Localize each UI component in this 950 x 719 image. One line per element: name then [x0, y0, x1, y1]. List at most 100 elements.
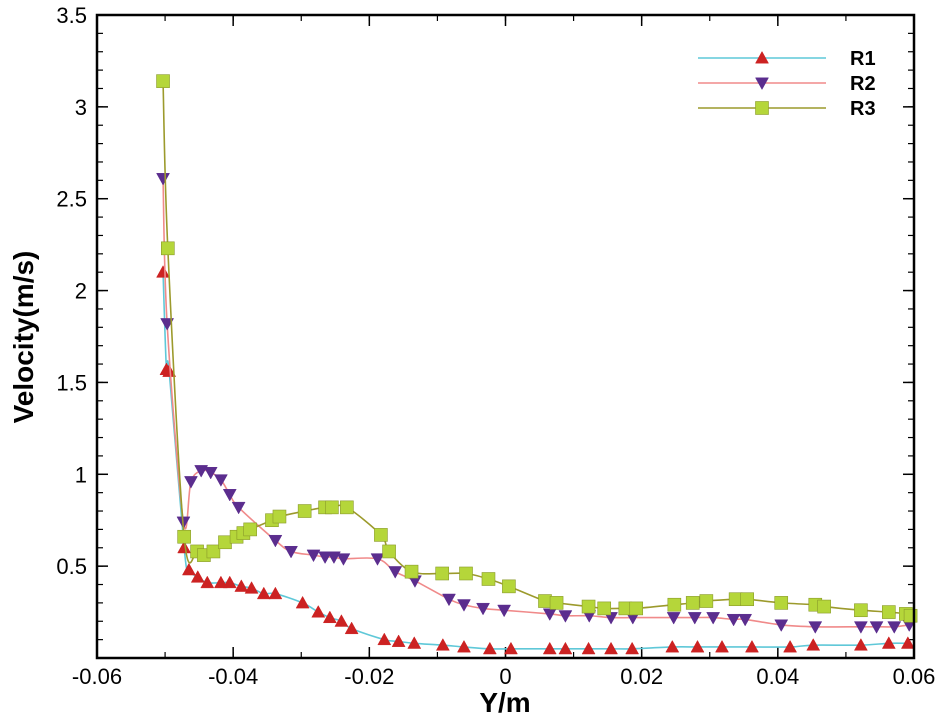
data-point-r2: [774, 619, 789, 632]
data-point-r2: [184, 476, 198, 489]
data-point-r2: [666, 612, 681, 625]
data-point-r2: [558, 610, 573, 623]
data-point-r3: [218, 535, 232, 550]
data-point-r1: [391, 634, 406, 647]
data-point-r1: [377, 632, 392, 646]
data-point-r2: [306, 549, 321, 563]
data-point-r1: [156, 265, 170, 278]
legend-marker: [755, 50, 769, 64]
data-point-r3: [882, 605, 896, 619]
y-tick-label: 0.5: [56, 554, 87, 579]
data-point-r3: [272, 509, 287, 524]
data-point-r2: [476, 602, 490, 616]
data-point-r2: [887, 621, 902, 634]
series-r1: [156, 265, 915, 655]
data-point-r1: [604, 641, 618, 655]
data-point-r1: [625, 641, 640, 655]
data-point-r1: [690, 639, 705, 653]
x-tick-label: -0.06: [72, 664, 122, 689]
data-point-r2: [370, 553, 385, 566]
data-point-r3: [374, 528, 388, 542]
data-point-r3: [459, 566, 473, 581]
data-point-r2: [231, 501, 246, 515]
data-point-r1: [435, 638, 450, 651]
data-point-r1: [162, 364, 177, 377]
data-point-r2: [687, 612, 702, 625]
data-point-r2: [284, 545, 298, 559]
data-point-r3: [667, 597, 682, 612]
x-tick-label: -0.04: [208, 664, 258, 689]
data-point-r3: [728, 592, 743, 607]
data-point-r2: [604, 612, 618, 625]
data-point-r2: [222, 489, 237, 502]
data-point-r1: [853, 638, 868, 651]
data-point-r2: [388, 566, 403, 579]
data-point-r1: [407, 636, 422, 649]
data-point-r2: [808, 621, 823, 634]
data-point-r3: [325, 500, 339, 515]
data-point-r1: [806, 638, 821, 651]
legend-label: R3: [850, 98, 876, 120]
data-point-r1: [311, 605, 326, 618]
x-tick-label: 0.06: [893, 664, 936, 689]
data-point-r1: [222, 575, 237, 589]
plot-frame: [95, 13, 916, 660]
legend-label: R1: [850, 48, 876, 70]
y-tick-label: 1.5: [56, 370, 87, 395]
data-point-r1: [295, 595, 310, 609]
data-point-r1: [213, 575, 228, 589]
data-point-r2: [726, 613, 741, 627]
data-point-r3: [699, 594, 714, 608]
data-point-r3: [340, 500, 354, 515]
data-point-r3: [435, 566, 449, 581]
data-point-r1: [542, 641, 557, 655]
data-point-r1: [558, 641, 573, 655]
series-layer: [156, 74, 918, 655]
data-point-r2: [869, 621, 884, 634]
series-r3: [156, 74, 918, 623]
x-tick-label: 0.04: [756, 664, 799, 689]
x-tick-label: 0: [499, 664, 511, 689]
data-point-r1: [234, 579, 249, 592]
data-point-r1: [344, 621, 359, 635]
data-point-r3: [206, 544, 221, 559]
x-axis-title: Y/m: [479, 687, 530, 718]
data-point-r1: [745, 639, 759, 653]
data-point-r2: [318, 551, 333, 564]
data-point-r1: [715, 639, 729, 653]
data-point-r3: [502, 579, 516, 594]
data-point-r1: [268, 586, 283, 600]
data-point-r3: [685, 596, 700, 610]
data-point-r1: [457, 639, 471, 653]
data-point-r1: [504, 641, 518, 655]
data-point-r1: [482, 641, 497, 655]
data-point-r1: [200, 575, 215, 589]
data-point-r3: [774, 596, 789, 610]
data-point-r2: [160, 318, 175, 331]
series-line-r2: [162, 178, 910, 628]
legend-item-r1: R1: [698, 48, 876, 70]
data-point-r2: [213, 474, 228, 487]
data-point-r3: [297, 504, 312, 518]
legend-label: R2: [850, 73, 876, 95]
data-point-r2: [156, 173, 170, 186]
data-point-r1: [181, 562, 196, 576]
data-point-r3: [382, 544, 396, 559]
data-point-r3: [243, 522, 257, 537]
data-point-r2: [542, 608, 557, 621]
data-point-r2: [706, 612, 721, 625]
data-point-r2: [738, 613, 753, 627]
data-point-r1: [322, 610, 337, 624]
data-point-r2: [336, 553, 351, 566]
data-point-r2: [327, 551, 341, 564]
x-tick-label: 0.02: [620, 664, 663, 689]
data-point-r3: [597, 601, 612, 616]
data-point-r3: [629, 601, 644, 616]
label-layer: -0.06 -0.04 -0.02 0 0.02 0.04 0.06 0.5 1 1.5 2 2.5 3…: [56, 3, 935, 689]
data-point-r3: [481, 572, 496, 586]
legend-item-r3: R3: [698, 98, 876, 120]
data-point-r1: [177, 540, 192, 554]
data-point-r3: [177, 529, 191, 544]
legend-marker: [755, 101, 769, 115]
